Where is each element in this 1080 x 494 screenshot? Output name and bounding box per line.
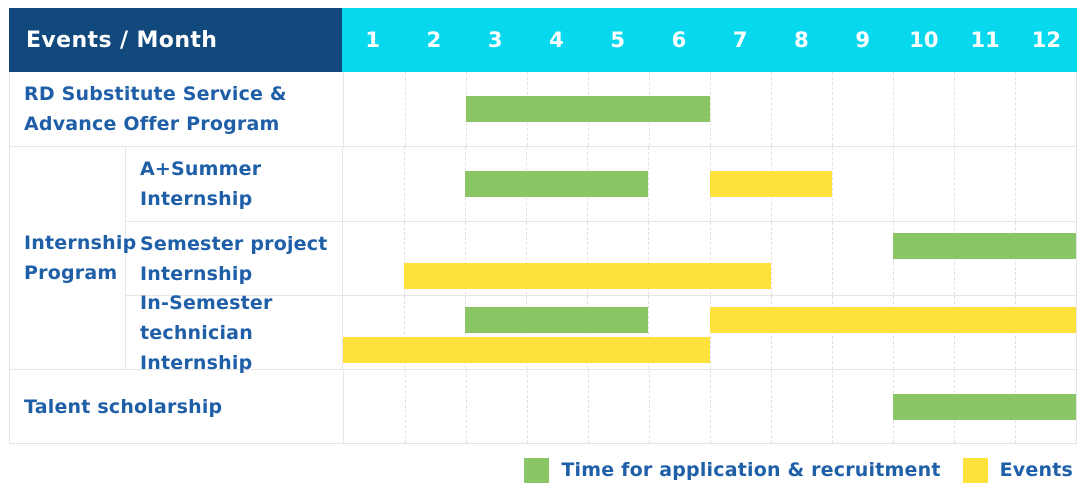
month-header-4: 4 [549,28,564,52]
green-bar-months-3-5 [465,307,649,333]
month-header-5: 5 [610,28,625,52]
header-title: Events / Month [9,8,342,72]
month-gridline [404,147,406,221]
month-gridline [771,72,772,146]
month-header-2: 2 [426,28,442,52]
month-gridline [587,222,589,295]
table-row: RD Substitute Service & Advance Offer Pro… [10,72,1076,146]
month-gridline [710,370,711,443]
month-gridline [465,222,467,295]
table-subrow: In-Semester technician Internship [126,292,1076,374]
month-gridline [771,370,772,443]
subrow-label-line: Semester project [140,232,328,255]
yellow-bar-months-2-7 [404,263,771,289]
month-header-3: 3 [487,28,503,52]
legend-application-label: Time for application & recruitment [561,459,941,481]
month-header-10: 10 [909,28,939,52]
month-gridline [953,147,955,221]
row-label-line: RD Substitute Service & [24,83,287,105]
subrow-label-line: technician Internship [140,321,253,374]
month-gridline [527,370,528,443]
month-gridline [648,296,650,369]
schedule-table: Events / Month 1 2 3 4 5 6 7 8 9 10 11 12 RD Substi… [9,8,1077,444]
row-timeline [343,72,1076,146]
green-bar-months-10-12 [892,233,1076,259]
month-gridline [831,222,833,295]
month-gridline [648,222,650,295]
month-gridline [405,370,406,443]
row-label-line: Talent scholarship [24,395,223,418]
subrow-label: In-Semester technician Internship [126,292,342,374]
legend-events-swatch [962,457,988,483]
row-label: Talent scholarship [10,370,343,443]
legend-application-swatch [524,457,550,483]
table-body: RD Substitute Service & Advance Offer Pro… [10,72,1076,443]
month-gridline [405,72,406,146]
green-bar-months-10-12 [893,394,1076,420]
month-header-12: 12 [1031,28,1061,52]
green-bar-months-3-6 [466,96,710,122]
month-gridline [588,370,589,443]
month-gridline [954,72,955,146]
month-gridline [832,72,833,146]
month-gridline [526,222,528,295]
yellow-bar-months-7-12 [709,307,1076,333]
month-gridline [892,147,894,221]
row-group-internship-program: Internship Program A+Summer Internship Semes… [10,146,1076,374]
month-gridline [648,147,650,221]
month-gridline [404,296,406,369]
month-header-9: 9 [855,28,870,52]
subrow-label-line: A+Summer [140,158,262,180]
legend: Time for application & recruitment Event… [524,454,1073,486]
yellow-bar-months-7-8 [709,171,832,197]
month-gridline [770,222,772,295]
month-gridline [832,370,833,443]
subrow-label-line: In-Semester [140,291,273,314]
group-subrows: A+Summer Internship Semester project Intern… [126,147,1076,374]
subrow-timeline [342,296,1076,369]
legend-events-label: Events [999,459,1073,481]
row-timeline [343,370,1076,443]
subrow-label: A+Summer Internship [126,147,342,221]
month-gridline [893,72,894,146]
month-header-6: 6 [671,28,687,52]
month-gridline [1014,147,1016,221]
row-label-line: Advance Offer Program [24,113,280,135]
row-label: RD Substitute Service & Advance Offer Pro… [10,72,343,146]
month-gridline [1015,72,1016,146]
table-subrow: A+Summer Internship [126,147,1076,221]
month-gridline [709,222,711,295]
month-header-1: 1 [365,28,380,52]
month-gridline [710,72,711,146]
subrow-label-line: Internship [140,188,253,210]
month-gridline [831,147,833,221]
group-label-line: Program [24,262,118,284]
yellow-bar-months-1-6 [343,337,710,363]
table-header: Events / Month 1 2 3 4 5 6 7 8 9 10 11 12 [9,8,1077,72]
table-row: Talent scholarship [10,369,1076,443]
group-label-line: Internship [24,232,137,254]
month-header-11: 11 [970,28,1000,52]
month-header-row: 1 2 3 4 5 6 7 8 9 10 11 12 [342,8,1077,72]
group-label: Internship Program [10,147,137,369]
subrow-label-line: Internship [140,262,253,285]
subrow-label: Semester project Internship [126,222,342,295]
subrow-timeline [342,222,1076,295]
subrow-timeline [342,147,1076,221]
month-gridline [404,222,406,295]
month-gridline [649,370,650,443]
table-subrow: Semester project Internship [126,221,1076,295]
green-bar-months-3-5 [465,171,649,197]
month-header-7: 7 [732,28,748,52]
month-header-8: 8 [794,28,809,52]
month-gridline [466,370,467,443]
